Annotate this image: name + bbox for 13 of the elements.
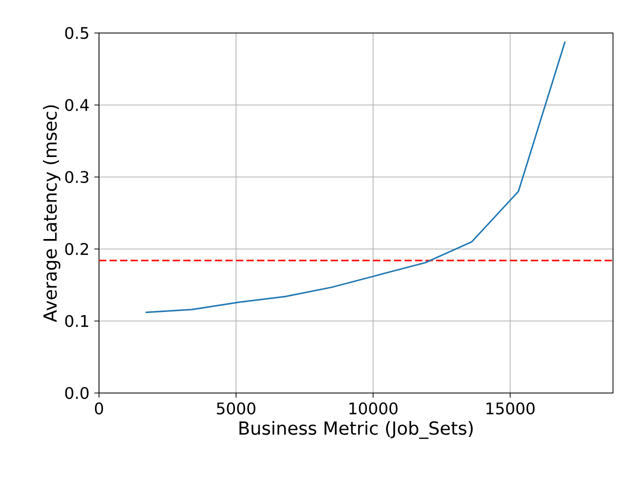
y-tick-label: 0.0 <box>65 386 89 400</box>
y-tick-label: 0.1 <box>65 314 88 328</box>
line-series <box>144 40 566 314</box>
y-tick-label: 0.5 <box>65 26 88 40</box>
y-tick-label: 0.4 <box>65 98 89 112</box>
x-axis-title: Business Metric (Job_Sets) <box>240 420 473 439</box>
y-tick-label: 0.2 <box>65 242 88 256</box>
x-tick-label: 15000 <box>486 402 535 414</box>
x-tick-label: 0 <box>94 402 104 414</box>
y-axis-title: Average Latency (msec) <box>42 105 60 322</box>
y-tick-label: 0.3 <box>65 170 88 184</box>
x-tick-label: 5000 <box>216 402 256 414</box>
x-tick-label: 10000 <box>349 402 398 414</box>
